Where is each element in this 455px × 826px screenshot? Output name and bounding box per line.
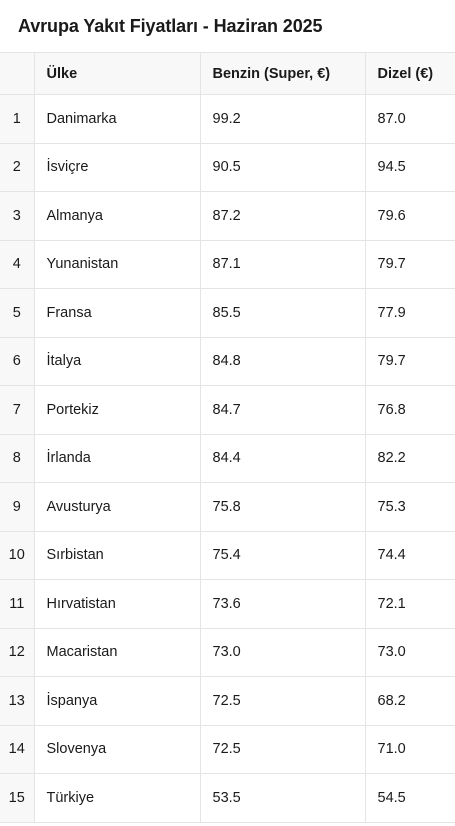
country-cell: İsviçre: [34, 142, 201, 192]
table-row: 8 İrlanda 84.4 82.2: [0, 433, 455, 483]
country-cell: Türkiye: [34, 773, 201, 823]
petrol-column-header[interactable]: Benzin (Super, €): [200, 52, 366, 95]
diesel-price-cell: 87.0: [365, 94, 455, 143]
diesel-price-cell: 54.5: [365, 773, 455, 823]
diesel-price-cell: 71.0: [365, 724, 455, 774]
table-row: 6 İtalya 84.8 79.7: [0, 336, 455, 386]
country-cell: Sırbistan: [34, 530, 201, 580]
row-index: 15: [0, 773, 35, 823]
petrol-price-cell: 90.5: [200, 142, 366, 192]
country-cell: İrlanda: [34, 433, 201, 483]
row-index: 2: [0, 142, 35, 192]
country-column-header[interactable]: Ülke: [34, 52, 201, 95]
country-cell: Macaristan: [34, 627, 201, 677]
row-index: 10: [0, 530, 35, 580]
table-row: 13 İspanya 72.5 68.2: [0, 676, 455, 725]
petrol-price-cell: 84.7: [200, 385, 366, 434]
diesel-price-cell: 72.1: [365, 579, 455, 628]
country-cell: Slovenya: [34, 724, 201, 774]
row-index: 1: [0, 94, 35, 143]
diesel-price-cell: 79.6: [365, 191, 455, 240]
table-row: 12 Macaristan 73.0 73.0: [0, 627, 455, 677]
table-row: 15 Türkiye 53.5 54.5: [0, 773, 455, 823]
diesel-price-cell: 73.0: [365, 627, 455, 677]
petrol-price-cell: 85.5: [200, 288, 366, 337]
diesel-price-cell: 79.7: [365, 336, 455, 386]
diesel-price-cell: 82.2: [365, 433, 455, 483]
table-row: 7 Portekiz 84.7 76.8: [0, 385, 455, 434]
country-cell: Almanya: [34, 191, 201, 240]
page-title: Avrupa Yakıt Fiyatları - Haziran 2025: [18, 16, 323, 36]
petrol-price-cell: 87.1: [200, 239, 366, 289]
country-cell: Hırvatistan: [34, 579, 201, 628]
row-index: 14: [0, 724, 35, 774]
country-cell: Avusturya: [34, 482, 201, 531]
table-row: 11 Hırvatistan 73.6 72.1: [0, 579, 455, 628]
index-column-header: [0, 52, 35, 95]
country-cell: İtalya: [34, 336, 201, 386]
table-row: 2 İsviçre 90.5 94.5: [0, 142, 455, 192]
table-row: 10 Sırbistan 75.4 74.4: [0, 530, 455, 580]
petrol-price-cell: 73.6: [200, 579, 366, 628]
petrol-price-cell: 72.5: [200, 724, 366, 774]
row-index: 12: [0, 627, 35, 677]
petrol-price-cell: 99.2: [200, 94, 366, 143]
row-index: 7: [0, 385, 35, 434]
petrol-price-cell: 75.8: [200, 482, 366, 531]
petrol-price-cell: 87.2: [200, 191, 366, 240]
row-index: 13: [0, 676, 35, 725]
diesel-price-cell: 75.3: [365, 482, 455, 531]
row-index: 6: [0, 336, 35, 386]
petrol-price-cell: 84.4: [200, 433, 366, 483]
petrol-price-cell: 73.0: [200, 627, 366, 677]
fuel-price-table: Ülke Benzin (Super, €) Dizel (€) 1 Danima…: [0, 52, 455, 823]
diesel-price-cell: 77.9: [365, 288, 455, 337]
row-index: 4: [0, 239, 35, 289]
diesel-column-header[interactable]: Dizel (€): [365, 52, 455, 95]
row-index: 5: [0, 288, 35, 337]
country-cell: Yunanistan: [34, 239, 201, 289]
petrol-price-cell: 53.5: [200, 773, 366, 823]
petrol-price-cell: 75.4: [200, 530, 366, 580]
country-cell: Danimarka: [34, 94, 201, 143]
country-cell: İspanya: [34, 676, 201, 725]
diesel-price-cell: 76.8: [365, 385, 455, 434]
row-index: 11: [0, 579, 35, 628]
country-cell: Fransa: [34, 288, 201, 337]
diesel-price-cell: 79.7: [365, 239, 455, 289]
table-header-row: Ülke Benzin (Super, €) Dizel (€): [0, 52, 455, 95]
table-row: 1 Danimarka 99.2 87.0: [0, 94, 455, 143]
table-row: 4 Yunanistan 87.1 79.7: [0, 239, 455, 289]
table-row: 3 Almanya 87.2 79.6: [0, 191, 455, 240]
row-index: 9: [0, 482, 35, 531]
diesel-price-cell: 68.2: [365, 676, 455, 725]
petrol-price-cell: 72.5: [200, 676, 366, 725]
diesel-price-cell: 74.4: [365, 530, 455, 580]
row-index: 8: [0, 433, 35, 483]
row-index: 3: [0, 191, 35, 240]
table-row: 5 Fransa 85.5 77.9: [0, 288, 455, 337]
petrol-price-cell: 84.8: [200, 336, 366, 386]
diesel-price-cell: 94.5: [365, 142, 455, 192]
table-row: 14 Slovenya 72.5 71.0: [0, 724, 455, 774]
table-row: 9 Avusturya 75.8 75.3: [0, 482, 455, 531]
country-cell: Portekiz: [34, 385, 201, 434]
